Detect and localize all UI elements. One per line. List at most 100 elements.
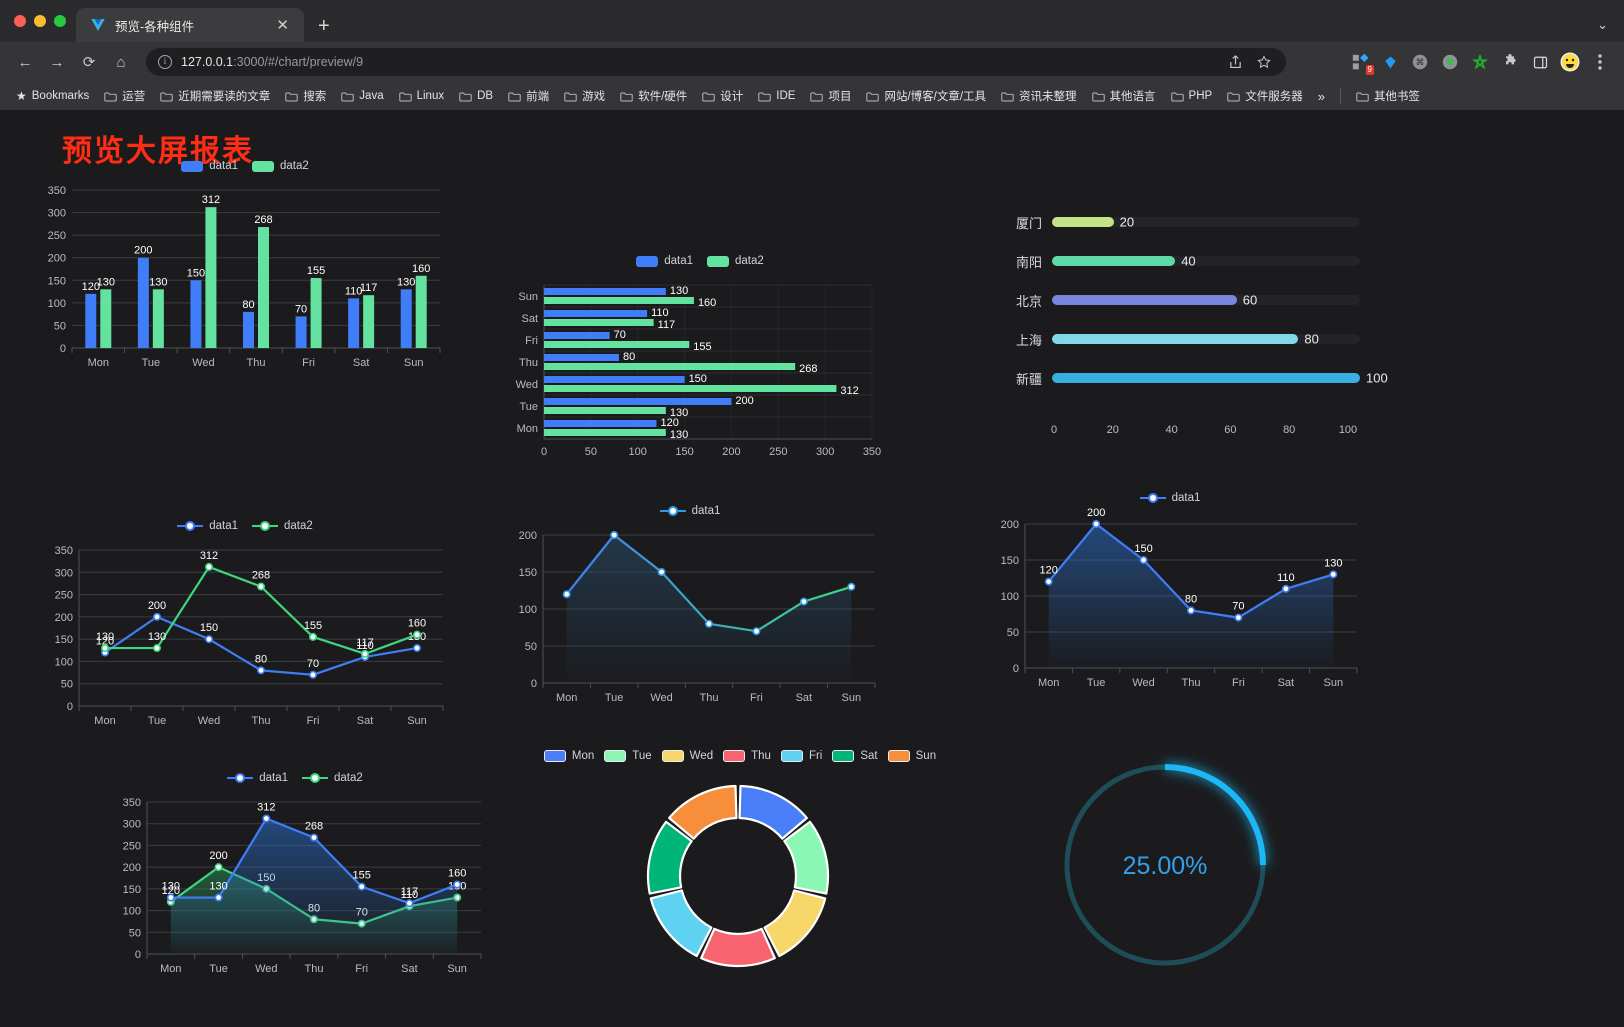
legend-item-thu[interactable]: Thu	[723, 750, 771, 762]
progress-value: 20	[1119, 214, 1135, 230]
sidepanel-icon[interactable]	[1526, 48, 1554, 76]
svg-text:Sat: Sat	[357, 715, 374, 727]
home-button[interactable]: ⌂	[116, 53, 126, 71]
command-circle-icon[interactable]: ⌘	[1406, 48, 1434, 76]
puzzle-icon[interactable]	[1496, 48, 1524, 76]
area-chart-svg[interactable]: 0 50 100 150 200 Mon Tue Wed Thu Fri Sat Sun 120 200 1…	[975, 507, 1365, 700]
svg-text:100: 100	[1339, 424, 1357, 436]
progress-track[interactable]: 100	[1052, 371, 1388, 386]
bookmark-folder-12[interactable]: 网站/博客/文章/工具	[860, 85, 992, 107]
bookmark-folder-11[interactable]: 项目	[804, 85, 857, 107]
extension-grid-icon[interactable]: 9	[1346, 48, 1374, 76]
bookmark-folder-3[interactable]: Java	[335, 87, 389, 105]
maximize-window-button[interactable]	[54, 15, 66, 27]
progress-track[interactable]: 60	[1052, 293, 1360, 308]
chevron-down-icon[interactable]: ⌄	[1597, 17, 1608, 32]
diamond-icon[interactable]	[1376, 48, 1404, 76]
legend-item-sat[interactable]: Sat	[832, 750, 878, 762]
bookmark-folder-6[interactable]: 前端	[502, 85, 555, 107]
legend-item-data1[interactable]: data1	[636, 255, 693, 267]
bookmark-bookmarks[interactable]: ★ Bookmarks	[10, 86, 95, 106]
legend-item-fri[interactable]: Fri	[780, 750, 822, 762]
svg-text:20: 20	[1107, 424, 1119, 436]
gradient-line-chart-svg[interactable]: 0 50 100 150 200 Mon Tue Wed Thu Fri Sat Sun	[495, 521, 885, 716]
svg-text:200: 200	[1087, 508, 1105, 519]
share-icon[interactable]	[1225, 48, 1245, 76]
svg-text:312: 312	[200, 550, 218, 562]
svg-text:130: 130	[209, 881, 227, 893]
legend-item-data2[interactable]: data2	[707, 255, 764, 267]
progress-row: 厦门 20	[1000, 208, 1360, 236]
bookmark-folder-4[interactable]: Linux	[393, 87, 451, 105]
legend-item-mon[interactable]: Mon	[543, 750, 594, 762]
svg-text:130: 130	[162, 881, 180, 893]
line-chart-svg[interactable]: 0 50 100 150 200 250 300 350 Mon Tue Wed Thu Fri Sat S…	[35, 538, 455, 733]
legend-item-data2[interactable]: data2	[252, 160, 309, 172]
progress-track[interactable]: 40	[1052, 254, 1360, 269]
reload-button[interactable]: ⟳	[82, 54, 96, 71]
forward-button[interactable]: →	[49, 53, 65, 71]
bookmark-folder-7[interactable]: 游戏	[558, 85, 611, 107]
legend-item-data2[interactable]: data2	[302, 772, 363, 784]
close-icon[interactable]: ✕	[276, 16, 289, 34]
bookmark-folder-0[interactable]: 运营	[98, 85, 151, 107]
menu-kebab-icon[interactable]	[1586, 48, 1614, 76]
green-dot-icon[interactable]	[1436, 48, 1464, 76]
info-icon[interactable]: i	[158, 55, 172, 69]
folder-icon	[620, 92, 633, 101]
bookmark-folder-5[interactable]: DB	[453, 87, 499, 105]
profile-avatar[interactable]	[1556, 48, 1584, 76]
back-button[interactable]: ←	[17, 53, 33, 71]
bookmark-folder-8[interactable]: 软件/硬件	[614, 85, 693, 107]
close-window-button[interactable]	[14, 15, 26, 27]
address-bar[interactable]: i 127.0.0.1:3000/#/chart/preview/9	[146, 48, 1286, 76]
bookmark-folder-9[interactable]: 设计	[696, 85, 749, 107]
legend-label: data2	[284, 520, 313, 532]
area-chart-two-svg[interactable]: 0 50 100 150 200 250 300 350 Mon Tue Wed Thu Fri Sat S…	[95, 788, 495, 983]
legend-label: data2	[735, 255, 764, 267]
green-star-icon[interactable]	[1466, 48, 1494, 76]
bookmark-folder-16[interactable]: 文件服务器	[1221, 85, 1309, 107]
bookmark-label: 设计	[720, 91, 744, 103]
legend-item-wed[interactable]: Wed	[661, 750, 713, 762]
bookmark-folder-15[interactable]: PHP	[1165, 87, 1219, 105]
url-host: 127.0.0.1	[181, 55, 234, 69]
svg-text:Sat: Sat	[521, 313, 538, 325]
svg-text:Tue: Tue	[148, 715, 167, 727]
legend-item-data1[interactable]: data1	[1139, 492, 1200, 504]
progress-track[interactable]: 20	[1052, 214, 1360, 230]
star-outline-icon[interactable]	[1254, 48, 1274, 76]
progress-track[interactable]: 80	[1052, 332, 1360, 347]
bookmark-folder-2[interactable]: 搜索	[279, 85, 332, 107]
bookmark-folder-13[interactable]: 资讯未整理	[995, 85, 1083, 107]
gauge-chart-svg[interactable]: 25.00%	[1040, 740, 1290, 990]
bar-chart-svg[interactable]: 050100150200250300350Mon120130Tue200130W…	[30, 178, 460, 393]
donut-chart-svg[interactable]	[500, 768, 980, 988]
svg-text:70: 70	[1232, 601, 1244, 613]
bookmark-folder-10[interactable]: IDE	[752, 87, 801, 105]
legend-item-sun[interactable]: Sun	[887, 750, 936, 762]
bookmark-other[interactable]: 其他书签	[1350, 85, 1426, 107]
legend-item-data1[interactable]: data1	[181, 160, 238, 172]
svg-text:130: 130	[397, 276, 415, 288]
browser-tab[interactable]: 预览-各种组件 ✕	[76, 8, 304, 42]
svg-text:50: 50	[1007, 627, 1019, 639]
chart-legend: data1 data2	[35, 520, 455, 532]
legend-item-data1[interactable]: data1	[227, 772, 288, 784]
legend-item-data1[interactable]: data1	[659, 505, 720, 517]
svg-text:150: 150	[1001, 555, 1019, 567]
legend-item-data2[interactable]: data2	[252, 520, 313, 532]
legend-item-data1[interactable]: data1	[177, 520, 238, 532]
bookmark-folder-14[interactable]: 其他语言	[1086, 85, 1162, 107]
svg-text:50: 50	[61, 679, 73, 691]
new-tab-button[interactable]: +	[318, 15, 330, 37]
chart-panel-area-single: data1 0 50 100 150 200 Mon Tue Wed Thu Fri Sat Sun 1…	[975, 492, 1365, 712]
legend-swatch-icon	[252, 160, 274, 172]
legend-item-tue[interactable]: Tue	[604, 750, 652, 762]
progress-fill	[1052, 217, 1114, 227]
svg-text:0: 0	[531, 678, 537, 690]
minimize-window-button[interactable]	[34, 15, 46, 27]
bookmark-folder-1[interactable]: 近期需要读的文章	[154, 85, 276, 107]
bookmarks-overflow-button[interactable]: »	[1317, 88, 1325, 104]
